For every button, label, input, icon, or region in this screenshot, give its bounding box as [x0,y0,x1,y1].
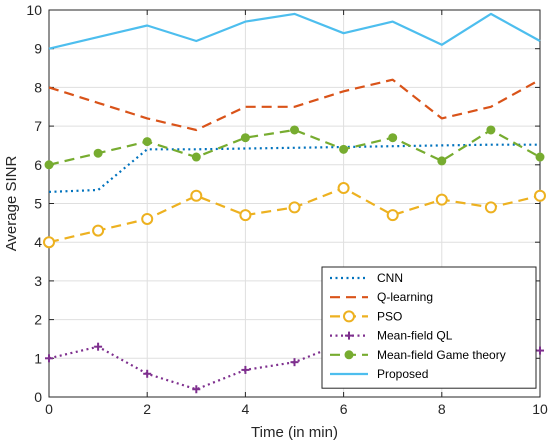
series-cnn [48,143,540,193]
x-tick-label: 10 [532,401,548,417]
data-point [386,209,399,222]
series-proposed [48,12,541,50]
x-tick-label: 0 [45,401,53,417]
legend-marker-sample [343,310,355,323]
y-tick-label: 1 [34,350,42,366]
y-tick-label: 10 [26,2,42,18]
legend-label: CNN [377,271,403,285]
data-point [239,209,252,222]
y-tick-label: 3 [34,273,42,289]
legend-marker-sample [344,350,354,360]
legend-box [321,266,537,389]
x-tick-label: 6 [340,401,348,417]
legend-marker-sample [345,331,353,340]
data-point [388,133,398,143]
data-point [339,144,349,154]
series-line [48,128,541,166]
legend: CNN Q-learning PSO Mean-field QL Mean-field … [321,266,537,389]
data-point [143,369,152,378]
x-tick-label: 2 [143,401,151,417]
legend-label: PSO [377,309,402,323]
data-point [45,354,53,363]
legend-item: CNN [330,271,403,285]
data-point [192,385,201,394]
y-tick-label: 8 [34,79,42,95]
y-tick-label: 7 [34,118,42,134]
legend-label: Mean-field Game theory [377,348,506,362]
data-point [241,365,250,374]
legend-label: Mean-field QL [377,329,453,343]
y-tick-label: 2 [34,312,42,328]
series-mean-field-game-theory [44,125,545,170]
legend-item: Proposed [330,367,428,381]
data-point [44,160,54,170]
legend-item: Q-learning [330,290,433,304]
y-tick-label: 9 [34,41,42,57]
legend-label: Proposed [377,367,428,381]
x-axis-label: Time (in min) [251,424,338,441]
data-point [94,342,103,351]
data-point [290,125,299,135]
data-point [92,224,105,237]
data-point [240,133,250,143]
y-tick-label: 4 [34,234,42,250]
data-point [141,212,154,225]
series-line [48,143,540,193]
legend-item: Mean-field QL [330,329,453,343]
data-point [435,193,448,206]
x-tick-label: 4 [242,401,250,417]
series-line [48,12,541,50]
series-line [48,186,541,244]
data-point [190,189,203,202]
data-point [191,152,201,162]
axis-ticks: 0 2 4 6 8 10 0 1 2 3 4 5 6 7 8 9 10 [26,2,548,417]
y-tick-label: 6 [34,157,42,173]
legend-item: PSO [330,309,402,323]
data-point [337,182,350,195]
data-point [288,201,301,214]
data-series [43,12,546,394]
y-axis-label: Average SINR [3,156,20,252]
y-tick-label: 0 [34,389,42,405]
data-point [142,137,152,147]
x-tick-label: 8 [438,401,446,417]
legend-label: Q-learning [377,290,433,304]
data-point [290,358,299,367]
series-q-learning [48,78,541,132]
data-point [484,201,497,214]
y-tick-label: 5 [34,196,42,212]
legend-item: Mean-field Game theory [330,348,506,362]
series-line [48,78,541,132]
data-point [437,156,447,166]
data-point [536,346,544,355]
data-point [535,152,545,162]
data-point [534,189,546,202]
data-point [486,125,496,135]
series-pso [43,182,546,249]
data-point [43,236,55,249]
data-point [93,148,103,158]
